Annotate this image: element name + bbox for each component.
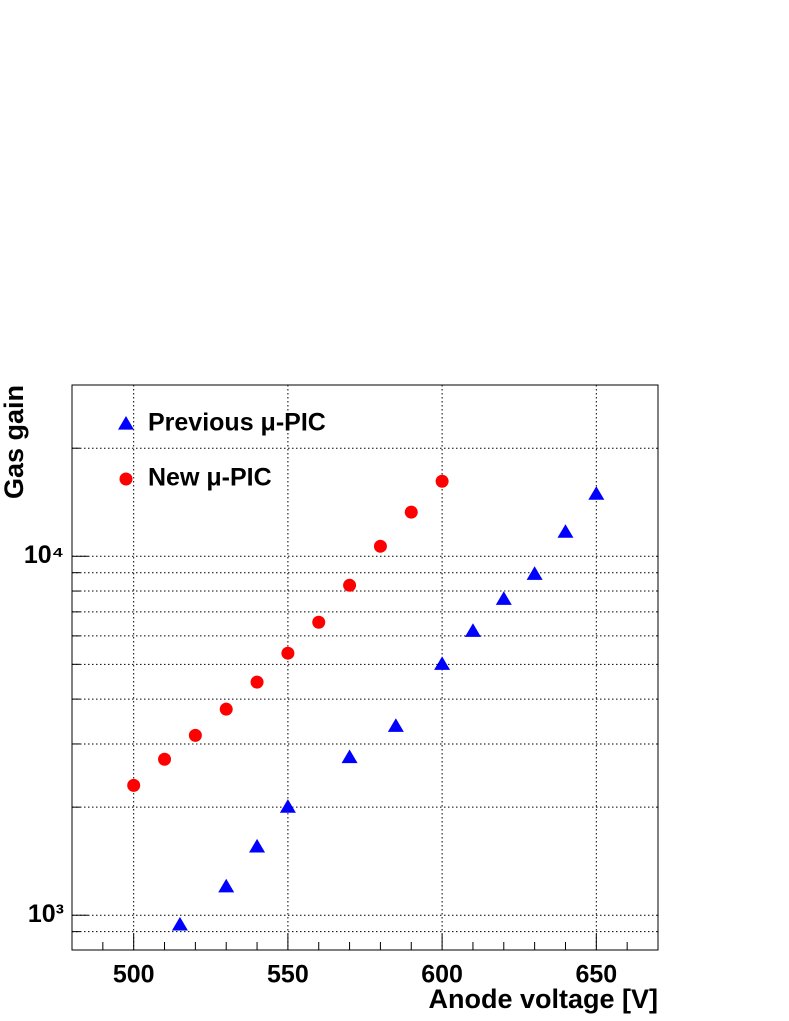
y-tick-label: 10⁴ [24, 541, 64, 569]
triangle-marker [588, 486, 605, 500]
circle-marker [404, 505, 418, 519]
triangle-marker [495, 591, 512, 605]
circle-marker [219, 702, 233, 716]
circle-marker [373, 539, 387, 553]
x-tick-label: 650 [575, 961, 617, 989]
legend-label: New μ-PIC [148, 464, 272, 492]
triangle-marker [171, 916, 188, 931]
circle-marker [435, 474, 449, 488]
triangle-marker [526, 566, 543, 580]
legend-marker [118, 416, 134, 430]
circle-marker [281, 646, 295, 660]
triangle-marker [249, 838, 266, 853]
circle-marker [343, 578, 357, 592]
plot-frame [71, 384, 659, 951]
x-tick-label: 500 [113, 961, 155, 989]
circle-marker [312, 615, 326, 629]
circle-marker [250, 675, 264, 689]
circle-marker [127, 778, 141, 792]
x-tick-label: 550 [267, 961, 309, 989]
triangle-marker [464, 623, 481, 637]
triangle-marker [341, 749, 358, 764]
triangle-marker [279, 799, 296, 813]
y-tick-label: 10³ [28, 900, 64, 928]
legend-marker [119, 472, 133, 486]
circle-marker [188, 728, 202, 742]
triangle-marker [387, 718, 404, 732]
legend-label: Previous μ-PIC [148, 409, 326, 437]
circle-marker [158, 752, 172, 766]
triangle-marker [557, 524, 574, 538]
y-axis-title: Gas gain [0, 385, 29, 499]
x-axis-title: Anode voltage [V] [428, 984, 658, 1014]
triangle-marker [218, 878, 235, 893]
x-tick-label: 600 [421, 961, 463, 989]
triangle-marker [434, 656, 451, 670]
